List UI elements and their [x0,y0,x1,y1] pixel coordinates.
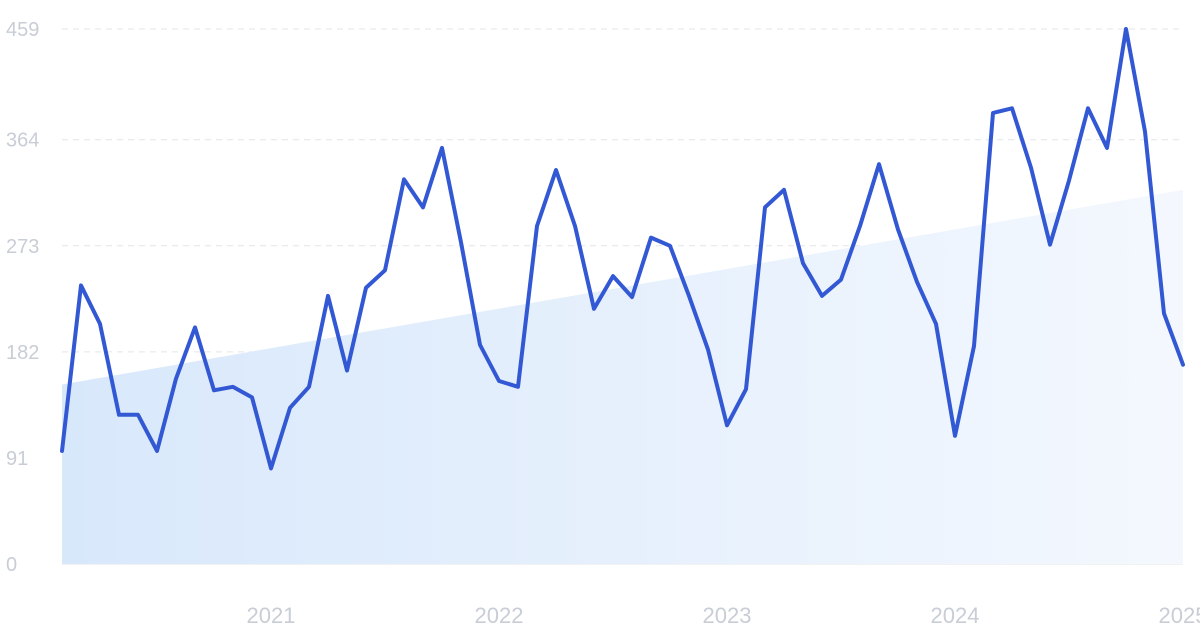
data-point-2021-05 [231,385,235,389]
data-point-2021-02 [174,377,178,381]
series-layer [60,27,1185,471]
data-point-2020-10 [98,322,102,326]
data-point-2023-06 [706,348,710,352]
data-point-2020-11 [117,413,121,417]
data-point-2022-08 [516,385,520,389]
data-point-2023-09 [763,205,767,209]
data-point-2022-11 [573,224,577,228]
data-point-2022-05 [459,240,463,244]
data-point-2021-01 [155,449,159,453]
y-tick-label-182: 182 [6,342,39,364]
y-tick-label-273: 273 [6,236,39,258]
data-point-2022-09 [535,224,539,228]
data-point-2021-10 [326,294,330,298]
y-axis-ticks: 0 91 182 273 364 459 [6,19,39,576]
data-point-2023-11 [801,261,805,265]
data-point-2024-12 [1048,243,1052,247]
data-point-2022-06 [478,343,482,347]
y-tick-label-459: 459 [6,19,39,41]
data-point-2023-12 [820,294,824,298]
data-point-2023-10 [782,188,786,192]
data-point-2022-07 [497,379,501,383]
data-point-2024-03 [877,162,881,166]
x-tick-label-2025: 2025 [1159,603,1200,628]
data-point-2023-08 [744,387,748,391]
y-tick-label-364: 364 [6,130,39,152]
data-point-2021-09 [307,385,311,389]
data-point-2025-07 [1181,363,1185,367]
data-point-2024-11 [1029,166,1033,170]
data-point-2021-07 [269,466,273,470]
y-tick-label-0: 0 [6,554,17,576]
data-point-2024-02 [858,224,862,228]
data-point-2022-01 [383,268,387,272]
x-tick-label-2024: 2024 [931,603,980,628]
data-point-2025-05 [1143,130,1147,134]
x-tick-label-2021: 2021 [247,603,296,628]
trend-area-layer [62,189,1183,564]
data-point-2021-12 [364,286,368,290]
data-point-2022-10 [554,168,558,172]
data-point-2020-09 [79,283,83,287]
x-tick-label-2022: 2022 [475,603,524,628]
data-point-2023-05 [687,294,691,298]
data-point-2023-01 [611,274,615,278]
data-point-2022-12 [592,307,596,311]
data-point-2021-03 [193,325,197,329]
y-tick-label-91: 91 [6,448,28,470]
data-point-2025-06 [1162,311,1166,315]
data-point-2023-04 [668,244,672,248]
data-point-2022-04 [440,146,444,150]
data-point-2025-01 [1067,179,1071,183]
data-point-2025-03 [1105,146,1109,150]
data-point-2024-08 [972,344,976,348]
data-point-2021-06 [250,395,254,399]
data-point-2024-10 [1010,106,1014,110]
data-point-2021-08 [288,406,292,410]
data-point-2020-08 [60,449,64,453]
data-point-2024-06 [934,322,938,326]
data-point-2021-11 [345,369,349,373]
data-point-2022-03 [421,205,425,209]
x-axis-ticks: 2021 2022 2023 2024 2025 [247,603,1200,628]
data-point-2024-07 [953,434,957,438]
data-point-2022-02 [402,177,406,181]
data-point-2024-05 [915,280,919,284]
data-point-2023-03 [649,236,653,240]
series-line-0 [60,27,1185,471]
data-point-2025-04 [1124,27,1128,31]
data-point-2021-04 [212,388,216,392]
data-point-2023-07 [725,423,729,427]
data-point-2025-02 [1086,106,1090,110]
data-point-2023-02 [630,295,634,299]
data-point-2024-04 [896,227,900,231]
data-point-2020-12 [136,413,140,417]
data-point-2024-09 [991,111,995,115]
x-tick-label-2023: 2023 [703,603,752,628]
data-point-2024-01 [839,278,843,282]
trend-area [62,189,1183,564]
